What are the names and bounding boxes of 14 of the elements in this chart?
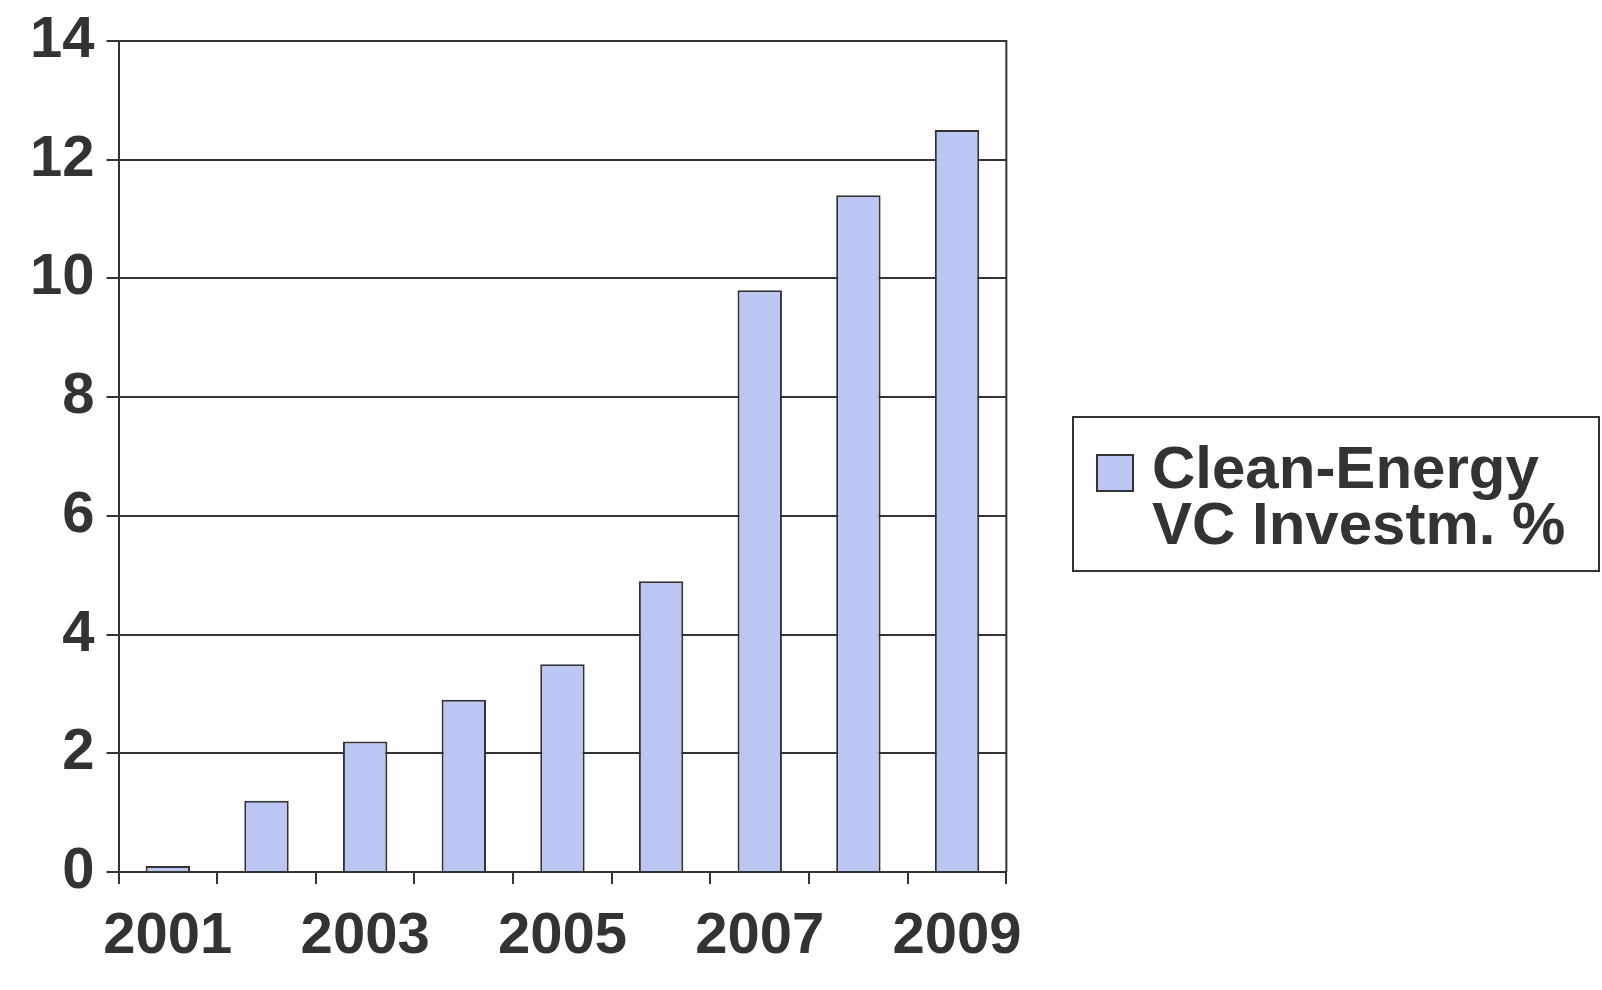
x-tick-label: 2001: [103, 900, 233, 965]
x-tick-label: 2009: [892, 900, 1022, 965]
y-tick-label: 4: [62, 597, 95, 663]
y-tick-label: 6: [62, 478, 95, 544]
legend-label: Clean-Energy VC Investm. %: [1152, 434, 1567, 557]
y-tick-label: 10: [30, 241, 95, 307]
y-tick-label: 8: [62, 360, 95, 426]
y-tick-label: 0: [62, 835, 95, 900]
x-tick-label: 2007: [695, 900, 825, 965]
y-tick-label: 14: [30, 4, 95, 69]
x-tick-label: 2005: [497, 900, 627, 965]
y-tick-label: 2: [62, 716, 95, 782]
y-tick-label: 12: [30, 122, 95, 188]
x-tick-label: 2003: [300, 900, 430, 965]
